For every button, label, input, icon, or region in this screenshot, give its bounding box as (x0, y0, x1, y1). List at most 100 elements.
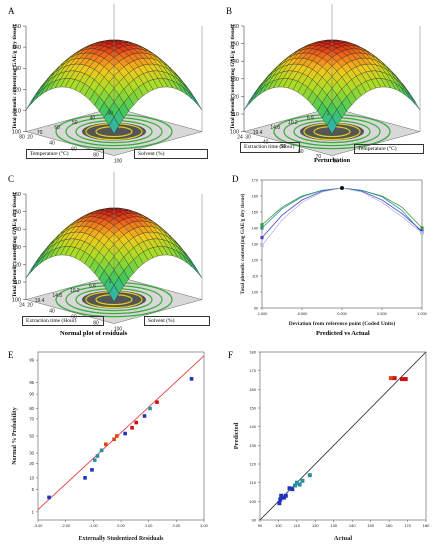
left-tick-label: 19.4 (253, 130, 263, 136)
series-endpoint (420, 226, 424, 230)
plot-frame (261, 179, 423, 309)
data-point (300, 478, 305, 483)
x-tick-label: -0.500 (297, 312, 308, 316)
panel-letter: F (228, 350, 233, 360)
y-tick-label: 90 (29, 392, 34, 397)
z-tick-label: 100 (12, 298, 21, 304)
data-point (392, 376, 397, 381)
y-tick-label: 120 (252, 259, 258, 263)
y-tick-label: 10 (29, 475, 34, 480)
predicted-vs-actual-plot: F 90 100 110 120 130 140 150 160 170 180 90 100 110 1… (228, 350, 430, 543)
x-tick-label: -2.00 (61, 524, 70, 528)
surface-patch (248, 90, 259, 105)
data-point (287, 486, 292, 491)
left-tick-label: 14.8 (52, 293, 62, 299)
panel-letter: C (8, 174, 14, 184)
series-endpoint (260, 226, 264, 230)
data-point (142, 414, 147, 418)
data-point (400, 377, 405, 382)
y-tick-label: 100 (249, 499, 256, 504)
series-endpoint (420, 231, 424, 235)
data-point (388, 376, 393, 381)
y-tick-label: 95 (29, 380, 34, 385)
data-point (90, 468, 94, 472)
x-tick-label: 100 (275, 523, 282, 528)
data-point (47, 495, 51, 500)
panel-e: E 1 5 10 20 30 50 70 80 90 95 99 -3.00 -2.00 -1.00 0.0… (4, 344, 212, 546)
surface-patch (192, 263, 203, 279)
y-tick-label: 1 (32, 509, 35, 514)
perturbation-plot: D 90 100 110 120 130 140 150 160 170 -1.000 -0.500… (232, 174, 427, 327)
data-point (307, 473, 312, 478)
x-tick-label: 120 (312, 523, 319, 528)
x-tick-label: 0.500 (377, 312, 387, 316)
right-axis-label: Temperature (°C) (354, 144, 424, 154)
z-tick-label: 160 (12, 192, 21, 198)
y-axis-label: Normal % Probability (12, 407, 18, 465)
surface-patch (25, 95, 36, 111)
right-tick-label: 70 (316, 154, 322, 160)
series-line (261, 187, 423, 238)
right-tick-label: 60 (298, 149, 304, 155)
x-tick-label: 3.00 (200, 524, 207, 528)
y-tick-label: 99 (29, 358, 34, 363)
y-tick-label: 150 (249, 406, 256, 411)
y-tick-label: 30 (29, 451, 34, 456)
panel-letter: B (226, 6, 232, 16)
z-tick-label: 120 (12, 87, 21, 93)
panel-b: 160 150 140 130 120 110 100 24 19.4 14.8 10.2 5.6 1 3… (222, 4, 430, 167)
x-tick-label: 110 (294, 523, 301, 528)
right-tick-label: 20 (27, 135, 33, 141)
y-tick-label: 90 (254, 307, 258, 311)
surface-patch (25, 263, 36, 279)
surface-patch (187, 258, 198, 273)
left-axis-label: Extraction time (Hour) (22, 316, 104, 326)
z-tick-label: 150 (230, 42, 239, 48)
left-tick-label: 60 (54, 125, 60, 131)
series-endpoint (260, 223, 264, 227)
plot-frame (259, 351, 427, 521)
data-point (155, 400, 159, 404)
surface-patch (30, 90, 41, 105)
left-tick-label: 24 (237, 135, 243, 141)
data-point (99, 448, 104, 453)
y-tick-label: 100 (252, 291, 258, 295)
surface-patch (192, 95, 203, 111)
z-axis-label: Total phenolic content(mg GAE/g dry tiss… (230, 24, 236, 130)
x-tick-label: 2.00 (173, 524, 180, 528)
x-tick-label: 1.00 (145, 524, 152, 528)
z-tick-label: 100 (12, 130, 21, 136)
z-tick-label: 140 (12, 45, 21, 51)
x-tick-label: 0.000 (337, 312, 347, 316)
panel-f: F 90 100 110 120 130 140 150 160 170 180 90 100 110 1… (222, 344, 432, 546)
data-point (294, 480, 299, 485)
right-tick-label: 100 (114, 327, 123, 333)
left-tick-label: 10.2 (70, 288, 80, 294)
x-tick-label: 160 (386, 523, 393, 528)
z-tick-label: 160 (230, 24, 239, 30)
z-tick-label: 130 (12, 66, 21, 72)
y-tick-label: 130 (249, 443, 256, 448)
panel-letter: E (8, 350, 14, 360)
y-tick-label: 90 (252, 518, 257, 523)
x-tick-label: -1.000 (257, 312, 268, 316)
z-tick-label: 150 (12, 24, 21, 30)
surface-patch (243, 95, 254, 111)
left-tick-label: 50 (72, 120, 78, 126)
right-tick-label: 40 (49, 141, 55, 147)
right-tick-label: 60 (71, 315, 77, 321)
x-tick-label: 0.00 (117, 524, 124, 528)
surface-plot-b: 1601501401301201101002419.414.810.25.613… (226, 4, 421, 165)
z-axis-label: Total phenolic content(mg GAE/g dry tiss… (12, 24, 18, 130)
data-point (290, 487, 295, 492)
y-tick-label: 160 (252, 195, 258, 199)
z-tick-label: 110 (12, 280, 21, 286)
x-tick-label: -1.00 (89, 524, 98, 528)
data-point (297, 482, 302, 487)
right-tick-label: 30 (245, 135, 251, 141)
y-tick-label: 180 (249, 350, 256, 355)
x-axis-label: Externally Studentized Residuals (78, 536, 164, 542)
caption-perturbation: Perturbation (314, 157, 351, 164)
z-tick-label: 140 (12, 227, 21, 233)
series-endpoint (260, 244, 264, 248)
